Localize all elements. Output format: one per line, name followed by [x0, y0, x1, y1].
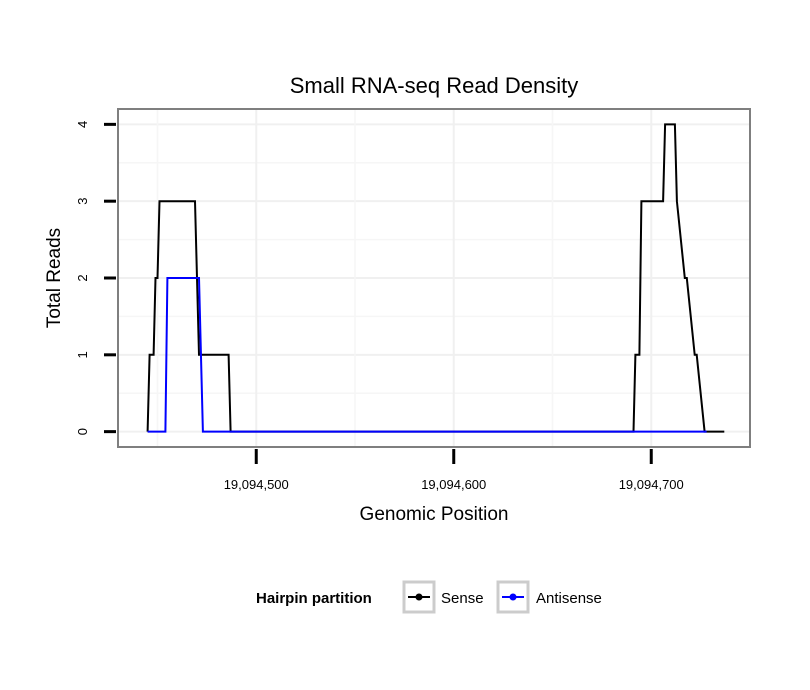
y-tick-label: 1 — [75, 351, 90, 358]
legend-label-antisense: Antisense — [536, 590, 602, 607]
y-axis-title: Total Reads — [44, 228, 65, 328]
x-tick-label: 19,094,500 — [224, 477, 289, 492]
x-tick-label: 19,094,600 — [421, 477, 486, 492]
x-axis-title: Genomic Position — [360, 504, 509, 525]
legend-point-sense — [415, 593, 423, 601]
legend: Hairpin partition Sense Antisense — [256, 580, 602, 614]
y-tick-label: 2 — [75, 274, 90, 281]
chart-title: Small RNA-seq Read Density — [290, 73, 579, 98]
plot-grid — [118, 109, 750, 447]
x-tick-label: 19,094,700 — [619, 477, 684, 492]
y-axis: 0 1 2 3 4 — [75, 121, 116, 435]
legend-title: Hairpin partition — [256, 590, 372, 607]
legend-label-sense: Sense — [441, 590, 484, 607]
legend-item-antisense: Antisense — [496, 580, 602, 614]
plot-panel-border — [117, 108, 751, 448]
y-tick-label: 0 — [75, 428, 90, 435]
y-tick-label: 4 — [75, 121, 90, 128]
series-line-sense — [146, 123, 725, 433]
series-line-antisense — [147, 277, 707, 433]
legend-item-sense: Sense — [402, 580, 484, 614]
legend-point-antisense — [509, 593, 517, 601]
x-axis: 19,094,500 19,094,600 19,094,700 — [224, 449, 684, 492]
series-layer — [146, 123, 725, 433]
y-tick-label: 3 — [75, 198, 90, 205]
